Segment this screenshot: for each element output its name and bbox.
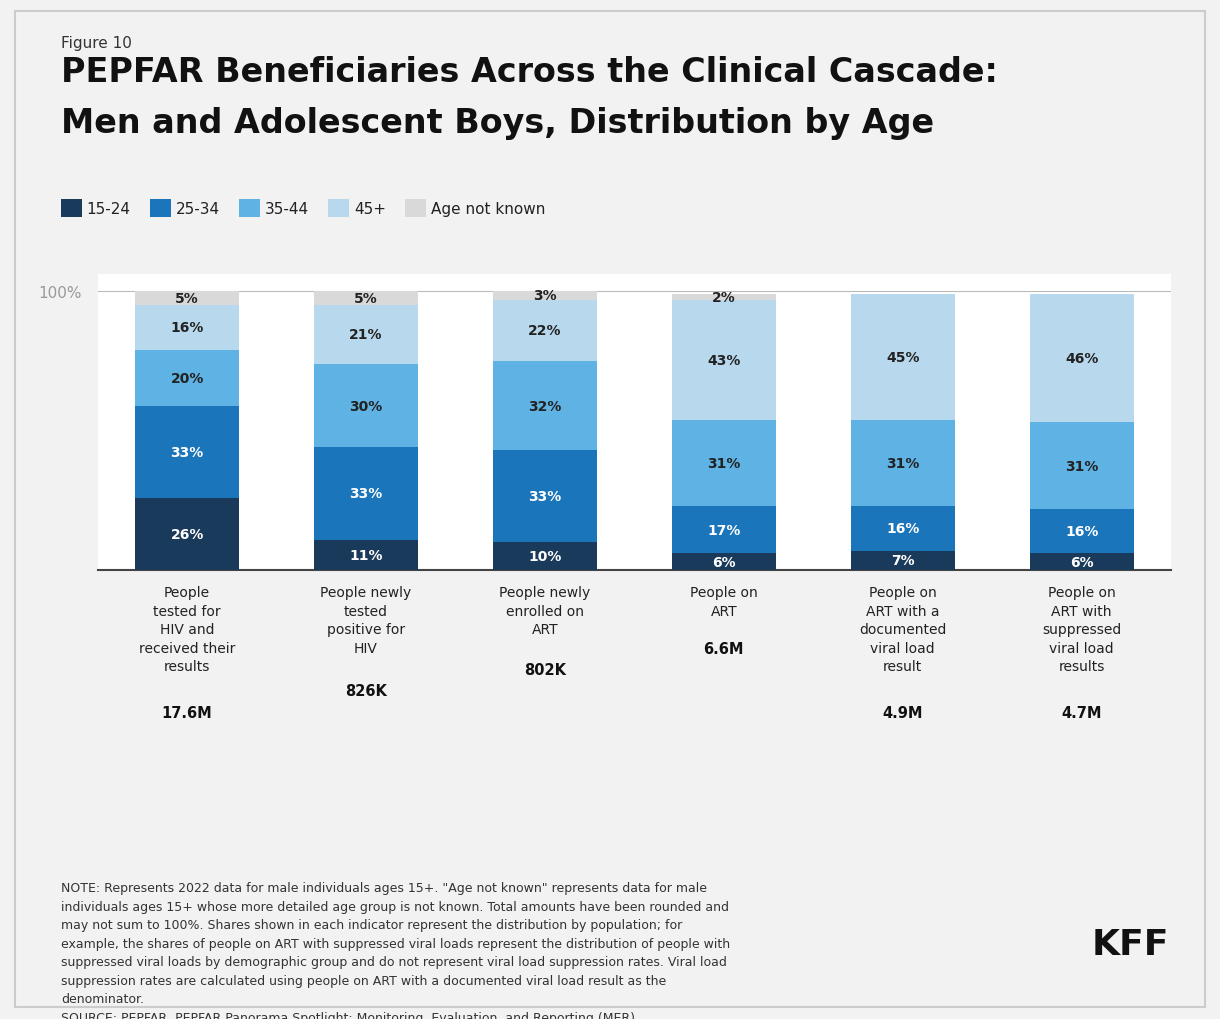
Text: 6.6M: 6.6M [704, 641, 744, 656]
Text: 46%: 46% [1065, 352, 1098, 366]
Bar [493, 301, 597, 362]
Text: People on
ART: People on ART [691, 586, 758, 619]
Text: 6%: 6% [1070, 555, 1093, 570]
Text: Figure 10: Figure 10 [61, 36, 132, 51]
Bar [850, 420, 955, 506]
Text: 2%: 2% [712, 290, 736, 305]
Text: 20%: 20% [171, 371, 204, 385]
Text: 10%: 10% [528, 549, 561, 564]
Bar [493, 362, 597, 450]
Text: 45%: 45% [886, 351, 920, 365]
Bar [672, 301, 776, 420]
Text: People on
ART with
suppressed
viral load
results: People on ART with suppressed viral load… [1042, 586, 1121, 674]
Text: 32%: 32% [528, 399, 561, 413]
Bar [850, 551, 955, 571]
Text: 31%: 31% [1065, 460, 1098, 473]
Text: NOTE: Represents 2022 data for male individuals ages 15+. "Age not known" repres: NOTE: Represents 2022 data for male indi… [61, 881, 730, 1019]
Text: 4.7M: 4.7M [1061, 705, 1102, 720]
Bar [1030, 423, 1133, 510]
Text: 31%: 31% [708, 457, 741, 471]
Bar [672, 554, 776, 571]
Text: KFF: KFF [1092, 927, 1170, 961]
Text: People on
ART with a
documented
viral load
result: People on ART with a documented viral lo… [859, 586, 947, 674]
Bar [672, 506, 776, 554]
Text: 15-24: 15-24 [87, 202, 131, 216]
Bar [314, 291, 418, 306]
Bar [135, 306, 239, 351]
Text: 17.6M: 17.6M [162, 705, 212, 720]
Text: 4.9M: 4.9M [882, 705, 924, 720]
Text: 33%: 33% [349, 487, 383, 501]
Text: 33%: 33% [171, 445, 204, 460]
Bar [135, 498, 239, 571]
Text: 16%: 16% [886, 522, 920, 536]
Text: People newly
tested
positive for
HIV: People newly tested positive for HIV [321, 586, 411, 655]
Text: 33%: 33% [528, 490, 561, 503]
Bar [1030, 510, 1133, 554]
Text: 26%: 26% [171, 528, 204, 541]
Bar [493, 450, 597, 543]
Text: 31%: 31% [886, 457, 920, 471]
Text: 30%: 30% [349, 399, 383, 413]
Text: 802K: 802K [523, 662, 566, 678]
Bar [314, 448, 418, 540]
Bar [314, 365, 418, 448]
Text: 5%: 5% [354, 291, 378, 306]
Text: 16%: 16% [1065, 525, 1098, 539]
Text: 22%: 22% [528, 324, 561, 338]
Text: 6%: 6% [712, 555, 736, 570]
Text: 3%: 3% [533, 289, 556, 303]
Bar [1030, 554, 1133, 571]
Bar [672, 420, 776, 506]
Text: 21%: 21% [349, 328, 383, 342]
Bar [314, 540, 418, 571]
Text: 11%: 11% [349, 548, 383, 562]
Bar [314, 306, 418, 365]
Bar [672, 294, 776, 301]
Text: Men and Adolescent Boys, Distribution by Age: Men and Adolescent Boys, Distribution by… [61, 107, 935, 140]
Text: 5%: 5% [176, 291, 199, 306]
Text: Age not known: Age not known [431, 202, 545, 216]
Text: People
tested for
HIV and
received their
results: People tested for HIV and received their… [139, 586, 235, 674]
Text: 826K: 826K [345, 684, 387, 699]
Text: 17%: 17% [708, 523, 741, 537]
Bar [135, 351, 239, 407]
Text: People newly
enrolled on
ART: People newly enrolled on ART [499, 586, 590, 637]
Text: 16%: 16% [171, 321, 204, 335]
Text: 25-34: 25-34 [176, 202, 220, 216]
Bar [493, 291, 597, 301]
Text: 7%: 7% [891, 554, 915, 568]
Text: 35-44: 35-44 [265, 202, 309, 216]
Text: 43%: 43% [708, 354, 741, 367]
Bar [850, 506, 955, 551]
Bar [850, 294, 955, 420]
Text: PEPFAR Beneficiaries Across the Clinical Cascade:: PEPFAR Beneficiaries Across the Clinical… [61, 56, 998, 89]
Text: 45+: 45+ [354, 202, 386, 216]
Bar [1030, 294, 1133, 423]
Bar [135, 291, 239, 306]
Bar [135, 407, 239, 498]
Bar [493, 543, 597, 571]
